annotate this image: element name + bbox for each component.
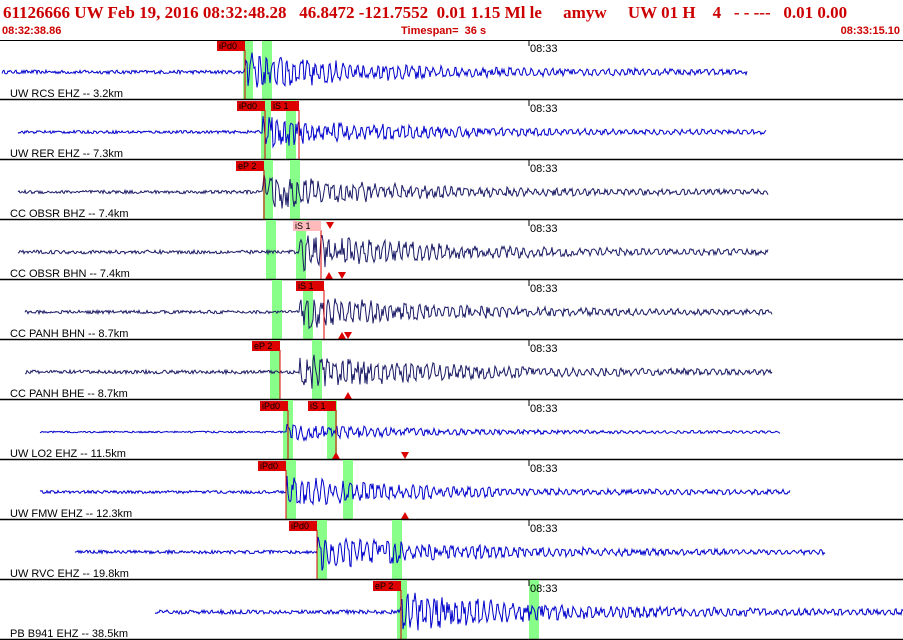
pick-label: iPd0 bbox=[260, 461, 278, 471]
amplitude-marker-triangle bbox=[401, 452, 409, 459]
phase-window-band bbox=[327, 400, 337, 460]
time-tick-label: 08:33 bbox=[530, 103, 558, 115]
pick-label: iPd0 bbox=[291, 521, 309, 531]
channel-row[interactable]: eP 2 08:33 CC PANH BHE -- 8.7km bbox=[0, 340, 903, 401]
channel-row[interactable]: iPd0 iS 1 08:33 UW RER EHZ -- 7.3km bbox=[0, 100, 903, 161]
event-summary-title: 61126666 UW Feb 19, 2016 08:32:48.28 46.… bbox=[3, 3, 848, 22]
pick-marker[interactable] bbox=[237, 101, 265, 111]
waveform-trace bbox=[39, 475, 791, 506]
phase-window-band bbox=[296, 220, 306, 280]
pick-marker[interactable] bbox=[296, 281, 324, 291]
pick-marker[interactable] bbox=[373, 581, 401, 591]
pick-label: iPd0 bbox=[219, 41, 237, 51]
phase-window-band bbox=[290, 160, 300, 220]
phase-window-band bbox=[266, 220, 276, 280]
station-label: CC OBSR BHZ -- 7.4km bbox=[10, 208, 129, 220]
station-label: CC PANH BHE -- 8.7km bbox=[10, 388, 128, 400]
phase-window-band bbox=[392, 520, 402, 580]
event-header: 61126666 UW Feb 19, 2016 08:32:48.28 46.… bbox=[0, 0, 903, 40]
start-time-label: 08:32:38.86 bbox=[2, 25, 62, 37]
time-tick-label: 08:33 bbox=[530, 403, 558, 415]
station-label: CC PANH BHN -- 8.7km bbox=[10, 328, 128, 340]
waveform-trace bbox=[17, 116, 767, 149]
pick-marker[interactable] bbox=[289, 521, 317, 531]
time-tick-label: 08:33 bbox=[530, 583, 558, 595]
waveform-trace bbox=[24, 354, 773, 389]
channel-row[interactable]: iS 1 08:33 CC PANH BHN -- 8.7km bbox=[0, 280, 903, 341]
station-label: UW RVC EHZ -- 19.8km bbox=[10, 568, 129, 580]
station-label: UW LO2 EHZ -- 11.5km bbox=[10, 448, 126, 460]
pick-marker[interactable] bbox=[217, 41, 245, 51]
pick-marker[interactable] bbox=[308, 401, 336, 411]
waveform-trace bbox=[17, 234, 769, 272]
amplitude-marker-triangle bbox=[325, 272, 333, 279]
pick-marker[interactable] bbox=[236, 161, 264, 171]
waveform-trace bbox=[39, 423, 781, 442]
station-label: UW FMW EHZ -- 12.3km bbox=[10, 508, 132, 520]
phase-window-band bbox=[343, 460, 353, 520]
pick-marker[interactable] bbox=[258, 461, 286, 471]
phase-window-band bbox=[286, 100, 296, 160]
channel-row[interactable]: iS 1 08:33 CC OBSR BHN -- 7.4km bbox=[0, 220, 903, 281]
station-label: PB B941 EHZ -- 38.5km bbox=[10, 628, 128, 640]
amplitude-marker-triangle bbox=[338, 272, 346, 279]
time-tick-label: 08:33 bbox=[530, 463, 558, 475]
amplitude-marker-triangle bbox=[344, 392, 352, 399]
pick-label: iPd0 bbox=[239, 101, 257, 111]
waveform-trace bbox=[24, 298, 773, 330]
time-tick-label: 08:33 bbox=[530, 283, 558, 295]
pick-label: iS 1 bbox=[310, 401, 326, 411]
waveform-trace bbox=[1, 52, 748, 88]
time-tick-label: 08:33 bbox=[530, 163, 558, 175]
station-label: UW RCS EHZ -- 3.2km bbox=[10, 88, 123, 100]
time-tick-label: 08:33 bbox=[530, 223, 558, 235]
time-tick-label: 08:33 bbox=[530, 523, 558, 535]
channel-row[interactable]: iPd0 iS 1 08:33 UW LO2 EHZ -- 11.5km bbox=[0, 400, 903, 461]
pick-label: eP 2 bbox=[238, 161, 256, 171]
pick-label: iS 1 bbox=[295, 221, 311, 231]
timespan-label: Timespan= 36 s bbox=[401, 25, 487, 37]
station-label: CC OBSR BHN -- 7.4km bbox=[10, 268, 130, 280]
channel-row[interactable]: eP 2 08:33 CC OBSR BHZ -- 7.4km bbox=[0, 160, 903, 221]
station-label: UW RER EHZ -- 7.3km bbox=[10, 148, 123, 160]
phase-window-band bbox=[272, 280, 282, 340]
amplitude-marker-triangle bbox=[326, 222, 334, 229]
pick-label: eP 2 bbox=[375, 581, 393, 591]
pick-marker[interactable] bbox=[252, 341, 280, 351]
pick-label: iPd0 bbox=[262, 401, 280, 411]
pick-marker[interactable] bbox=[271, 101, 299, 111]
phase-window-band bbox=[262, 40, 272, 100]
channel-row[interactable]: eP 2 08:33 PB B941 EHZ -- 38.5km bbox=[0, 580, 903, 640]
amplitude-marker-triangle bbox=[332, 452, 340, 459]
pick-marker[interactable] bbox=[260, 401, 288, 411]
phase-window-band bbox=[317, 520, 327, 580]
amplitude-marker-triangle bbox=[401, 512, 409, 519]
amplitude-marker-triangle bbox=[344, 332, 352, 339]
time-tick-label: 08:33 bbox=[530, 343, 558, 355]
phase-window-band bbox=[312, 340, 322, 400]
pick-label: eP 2 bbox=[254, 341, 272, 351]
seismogram-panel[interactable]: iPd0 08:33 UW RCS EHZ -- 3.2km iPd0 iS 1 08:3… bbox=[0, 40, 903, 640]
pick-label: iS 1 bbox=[273, 101, 289, 111]
waveform-trace bbox=[17, 174, 769, 209]
phase-window-band bbox=[243, 40, 253, 100]
end-time-label: 08:33:15.10 bbox=[840, 25, 900, 37]
channel-row[interactable]: iPd0 08:33 UW FMW EHZ -- 12.3km bbox=[0, 460, 903, 521]
pick-marker[interactable] bbox=[293, 221, 321, 231]
channel-row[interactable]: iPd0 08:33 UW RVC EHZ -- 19.8km bbox=[0, 520, 903, 581]
waveform-trace bbox=[74, 536, 826, 571]
phase-window-band bbox=[270, 340, 280, 400]
amplitude-marker-triangle bbox=[338, 332, 346, 339]
waveform-trace bbox=[154, 592, 903, 631]
channel-row[interactable]: iPd0 08:33 UW RCS EHZ -- 3.2km bbox=[0, 40, 903, 101]
pick-label: iS 1 bbox=[298, 281, 314, 291]
phase-window-band bbox=[286, 460, 296, 520]
phase-window-band bbox=[261, 100, 271, 160]
time-tick-label: 08:33 bbox=[530, 43, 558, 55]
